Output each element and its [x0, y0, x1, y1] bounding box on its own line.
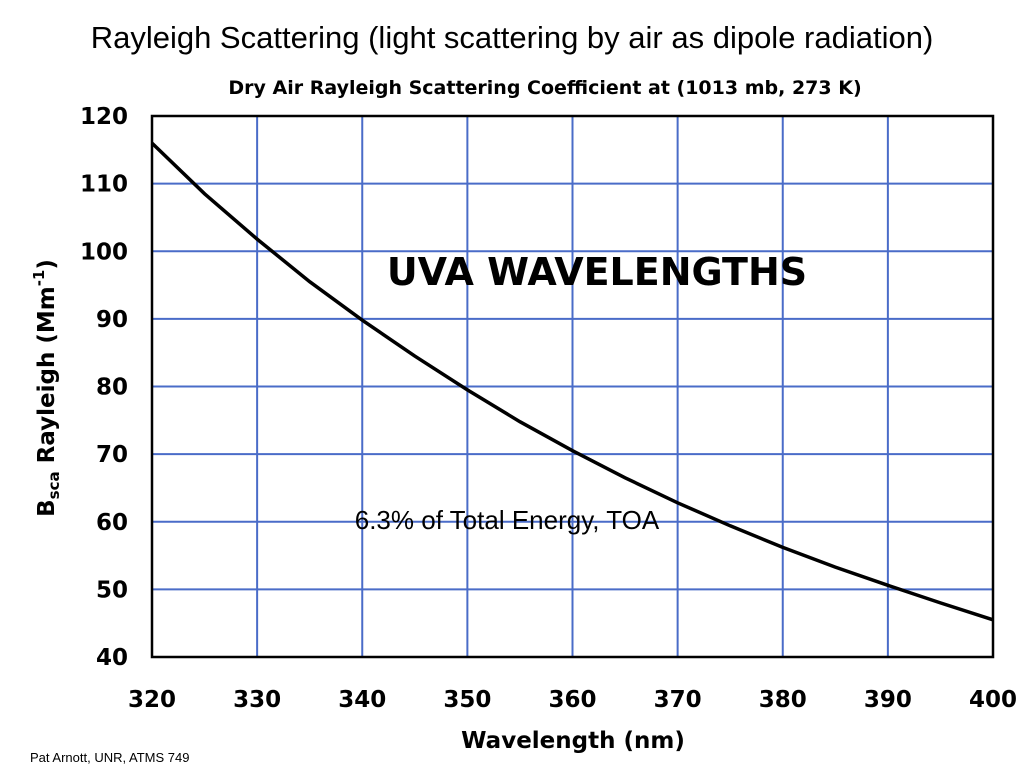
y-tick-label-2: 60	[96, 510, 128, 536]
y-label-main: B	[34, 499, 60, 517]
x-tick-label-6: 380	[759, 687, 807, 713]
y-tick-label-4: 80	[96, 375, 128, 401]
y-axis-label: Bsca Rayleigh (Mm-1)	[30, 259, 63, 517]
x-tick-label-1: 330	[233, 687, 281, 713]
y-tick-label-0: 40	[96, 645, 128, 671]
y-label-close: )	[34, 259, 60, 270]
x-axis-label: Wavelength (nm)	[461, 728, 685, 754]
slide-title: Rayleigh Scattering (light scattering by…	[90, 20, 934, 55]
x-tick-label-3: 350	[443, 687, 491, 713]
x-tick-label-2: 340	[338, 687, 386, 713]
y-tick-label-3: 70	[96, 442, 128, 468]
y-label-sup: -1	[30, 270, 48, 287]
x-tick-label-4: 360	[548, 687, 596, 713]
y-tick-label-1: 50	[96, 577, 128, 603]
annotation-uva: UVA WAVELENGTHS	[387, 250, 807, 294]
x-tick-label-5: 370	[654, 687, 702, 713]
x-tick-label-7: 390	[864, 687, 912, 713]
grid	[151, 115, 994, 658]
x-tick-label-8: 400	[969, 687, 1017, 713]
y-tick-label-8: 120	[80, 104, 128, 130]
annotation-energy: 6.3% of Total Energy, TOA	[355, 505, 660, 535]
footer-credit: Pat Arnott, UNR, ATMS 749	[30, 750, 190, 765]
x-tick-label-0: 320	[128, 687, 176, 713]
y-label-sub: sca	[45, 471, 63, 499]
y-tick-labels: 40 50 60 70 80 90 100 110 120	[80, 104, 128, 671]
y-tick-label-7: 110	[80, 172, 128, 198]
plot-frame	[150, 114, 995, 659]
y-label-rest: Rayleigh (Mm	[34, 286, 60, 471]
y-tick-label-6: 100	[80, 239, 128, 265]
series-line	[150, 141, 994, 622]
chart-title: Dry Air Rayleigh Scattering Coefficient …	[228, 77, 861, 99]
x-tick-labels: 320 330 340 350 360 370 380 390 400	[128, 687, 1017, 713]
y-tick-label-5: 90	[96, 307, 128, 333]
